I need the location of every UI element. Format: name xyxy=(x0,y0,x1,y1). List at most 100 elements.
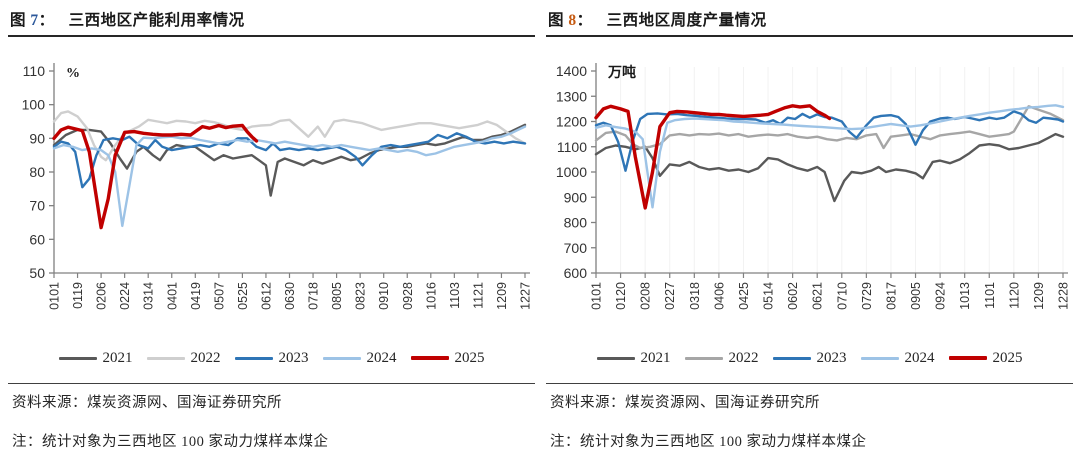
figure-8-title-text: 三西地区周度产量情况 xyxy=(606,12,767,29)
svg-text:0101: 0101 xyxy=(590,282,604,310)
legend-label-2021: 2021 xyxy=(102,349,133,366)
svg-text:0514: 0514 xyxy=(762,282,776,310)
figure-7-title: 图 7： 三西地区产能利用率情况 xyxy=(8,6,535,37)
svg-text:50: 50 xyxy=(29,265,45,281)
svg-text:0119: 0119 xyxy=(71,282,85,309)
figure-8-note-text: 注：统计对象为三西地区 100 家动力煤样本煤企 xyxy=(550,434,867,450)
figure-8-title: 图 8： 三西地区周度产量情况 xyxy=(546,6,1073,37)
figure-7-number: 7 xyxy=(30,12,39,29)
legend-label-2022: 2022 xyxy=(190,349,221,366)
chart-canvas: 50 60 70 80 90 100 110 0101 0119 0206 0224 0314 0401… xyxy=(22,63,533,310)
legend-item-2023: 2023 xyxy=(234,349,309,367)
series-line-2025 xyxy=(594,104,832,210)
legend-label-2023: 2023 xyxy=(278,349,309,366)
legend-label-2025: 2025 xyxy=(992,349,1023,366)
figure-7-title-text: 三西地区产能利用率情况 xyxy=(68,12,245,29)
figure-8-source-text: 资料来源：煤炭资源网、国海证券研究所 xyxy=(550,395,820,411)
series-line-2021 xyxy=(594,132,1065,203)
svg-text:0101: 0101 xyxy=(48,282,62,310)
legend-item-2022: 2022 xyxy=(684,350,759,367)
figure-7-block: 图 7： 三西地区产能利用率情况 50 60 70 80 90 100 110 0101 0119… xyxy=(8,6,535,451)
svg-text:80: 80 xyxy=(29,164,45,180)
legend-swatch-2024 xyxy=(322,356,361,360)
figure-7-label-prefix: 图 xyxy=(10,12,27,29)
svg-text:110: 110 xyxy=(23,63,46,79)
svg-text:1000: 1000 xyxy=(556,164,587,180)
svg-text:万吨: 万吨 xyxy=(607,64,636,81)
figure-8-block: 图 8： 三西地区周度产量情况 600 700 800 900 1000 1100 1200 1… xyxy=(546,6,1073,451)
legend-swatch-2021 xyxy=(596,356,635,360)
svg-text:0621: 0621 xyxy=(811,282,825,310)
svg-text:0507: 0507 xyxy=(212,282,226,310)
svg-text:%: % xyxy=(66,66,80,81)
legend-swatch-2022 xyxy=(684,356,723,360)
legend-label-2021: 2021 xyxy=(640,349,671,366)
svg-text:1103: 1103 xyxy=(448,282,462,309)
svg-text:0924: 0924 xyxy=(934,282,948,310)
series-line-2022 xyxy=(594,105,1065,150)
weekly-output-chart: 600 700 800 900 1000 1100 1200 1300 1400 0101 0120… xyxy=(546,41,1073,347)
figure-8-colon: ： xyxy=(576,12,593,29)
svg-text:1300: 1300 xyxy=(556,88,587,104)
chart-canvas: 600 700 800 900 1000 1100 1200 1300 1400 0101 0120… xyxy=(556,63,1071,310)
legend-item-2025: 2025 xyxy=(410,349,485,367)
figure-7-legend: 2021 2022 2023 2024 2025 xyxy=(8,347,535,369)
svg-text:60: 60 xyxy=(29,231,45,247)
figure-8-legend: 2021 2022 2023 2024 2025 xyxy=(546,347,1073,369)
legend-item-2024: 2024 xyxy=(860,349,935,367)
figure-8-number: 8 xyxy=(568,12,577,29)
figure-8-divider xyxy=(546,383,1073,384)
svg-text:1016: 1016 xyxy=(424,282,438,310)
capacity-utilization-chart: 50 60 70 80 90 100 110 0101 0119 0206 0224 0314 0401… xyxy=(8,41,535,347)
legend-swatch-2023 xyxy=(234,356,273,360)
svg-text:0823: 0823 xyxy=(354,282,368,310)
svg-text:0905: 0905 xyxy=(909,282,923,310)
svg-text:0318: 0318 xyxy=(688,282,702,310)
svg-text:1013: 1013 xyxy=(958,282,972,310)
svg-text:0928: 0928 xyxy=(401,282,415,310)
svg-text:700: 700 xyxy=(564,240,588,256)
svg-text:0612: 0612 xyxy=(259,282,273,310)
svg-text:0425: 0425 xyxy=(737,282,751,310)
svg-text:100: 100 xyxy=(22,97,46,113)
svg-text:0401: 0401 xyxy=(165,282,179,310)
svg-text:1209: 1209 xyxy=(1032,282,1046,310)
legend-label-2024: 2024 xyxy=(904,349,935,366)
series-line-2025 xyxy=(52,123,259,230)
svg-text:0206: 0206 xyxy=(95,282,109,310)
svg-text:1209: 1209 xyxy=(495,282,509,310)
svg-text:0120: 0120 xyxy=(614,282,628,310)
svg-text:0710: 0710 xyxy=(835,282,849,310)
svg-text:70: 70 xyxy=(29,198,45,214)
svg-text:0208: 0208 xyxy=(639,282,653,310)
legend-item-2024: 2024 xyxy=(322,349,397,367)
svg-text:1227: 1227 xyxy=(519,282,533,310)
figure-7-note-text: 注：统计对象为三西地区 100 家动力煤样本煤企 xyxy=(12,434,329,450)
figure-7-source-text: 资料来源：煤炭资源网、国海证券研究所 xyxy=(12,395,282,411)
svg-text:1400: 1400 xyxy=(556,63,587,79)
series-line-2024 xyxy=(52,125,527,228)
svg-text:0525: 0525 xyxy=(236,282,250,310)
legend-label-2025: 2025 xyxy=(454,349,485,366)
legend-swatch-2025 xyxy=(948,356,987,360)
legend-swatch-2023 xyxy=(772,356,811,360)
svg-text:0805: 0805 xyxy=(330,282,344,310)
svg-text:0602: 0602 xyxy=(786,282,800,310)
legend-label-2024: 2024 xyxy=(366,349,397,366)
svg-text:0419: 0419 xyxy=(189,282,203,310)
figure-8-label-prefix: 图 xyxy=(548,12,565,29)
figure-7-colon: ： xyxy=(38,12,55,29)
legend-item-2022: 2022 xyxy=(146,349,221,367)
legend-item-2021: 2021 xyxy=(58,349,133,367)
svg-text:0314: 0314 xyxy=(142,282,156,310)
svg-text:900: 900 xyxy=(564,189,588,205)
legend-swatch-2021 xyxy=(58,356,97,360)
legend-swatch-2022 xyxy=(146,356,185,360)
legend-item-2023: 2023 xyxy=(772,350,847,367)
svg-text:1101: 1101 xyxy=(983,282,997,309)
svg-text:0227: 0227 xyxy=(663,282,677,310)
svg-text:0910: 0910 xyxy=(377,282,391,310)
svg-text:1120: 1120 xyxy=(1007,282,1021,309)
legend-swatch-2025 xyxy=(410,356,449,360)
